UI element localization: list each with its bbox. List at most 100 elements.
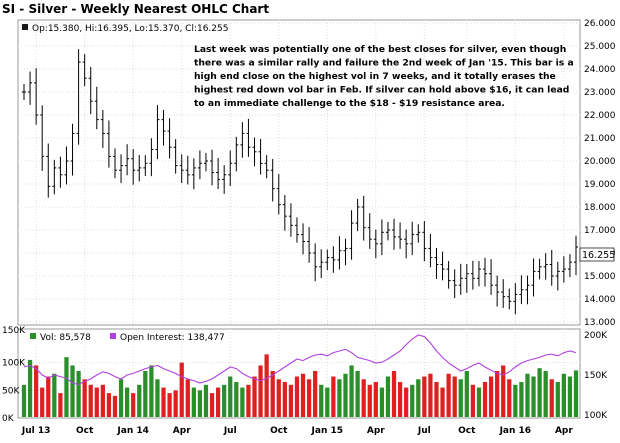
chart-title: SI - Silver - Weekly Nearest OHLC Chart (2, 2, 269, 16)
ohlc-bar (137, 155, 142, 182)
annotation-line: to an immediate challenge to the $18 - $… (194, 98, 505, 109)
ohlc-bar (288, 203, 293, 237)
volume-bar (452, 376, 457, 417)
volume-bar (482, 382, 488, 417)
volume-bar (397, 382, 403, 417)
ohlc-bar (476, 261, 481, 287)
volume-bar (349, 365, 354, 417)
volume-bar (282, 382, 287, 417)
volume-bar (179, 362, 184, 417)
volume-bar (464, 370, 469, 417)
x-tick-label: Oct (76, 426, 94, 436)
volume-bar (385, 376, 391, 417)
ohlc-bar (343, 238, 348, 266)
ohlc-bar (501, 279, 506, 308)
volume-bar (361, 379, 366, 417)
volume-tick-label: 150K (2, 326, 26, 336)
volume-bar (106, 393, 112, 417)
ohlc-bar (64, 146, 69, 185)
annotation-line: high end close on the highest vol in 7 w… (194, 71, 556, 82)
volume-bar (294, 376, 300, 417)
ohlc-bar (422, 221, 427, 262)
ohlc-bar (549, 250, 554, 286)
ohlc-bar (567, 254, 572, 278)
ohlc-legend: Op:15.380, Hi:16.395, Lo:15.370, Cl:16.2… (32, 24, 228, 34)
price-tick-label: 26.000 (584, 19, 616, 29)
volume-bar (185, 379, 190, 417)
volume-bar (76, 370, 81, 417)
ohlc-bar (525, 275, 530, 305)
ohlc-bar (537, 258, 542, 280)
ohlc-bar (94, 86, 99, 130)
volume-axis: 150K 100K 50K 0K 200K 150K 100K (2, 326, 608, 424)
volume-bar (100, 384, 105, 417)
ohlc-bar (325, 249, 330, 271)
volume-bar (531, 376, 536, 417)
volume-bar (525, 373, 530, 417)
ohlc-bar (282, 195, 287, 231)
price-tick-label: 20.000 (584, 157, 616, 167)
volume-bar (70, 365, 75, 417)
ohlc-bar (240, 122, 245, 158)
ohlc-bar (216, 158, 221, 190)
annotation-line: there was a similar rally and failure th… (194, 58, 574, 69)
x-tick-label: Apr (555, 426, 573, 436)
volume-bar (21, 384, 27, 417)
ohlc-bar (416, 224, 421, 243)
ohlc-bar (173, 139, 178, 174)
price-tick-label: 19.000 (584, 180, 616, 190)
ohlc-bar (234, 136, 239, 172)
volume-bar (476, 387, 482, 417)
ohlc-bar (131, 149, 136, 185)
volume-bar (543, 370, 548, 417)
price-tick-label: 17.000 (584, 226, 616, 236)
ohlc-bar (373, 229, 378, 259)
volume-bar (34, 365, 39, 417)
volume-bar (458, 379, 463, 417)
ohlc-bar (294, 217, 299, 243)
ohlc-bar (313, 243, 318, 282)
ohlc-bar (252, 137, 257, 167)
volume-bar (306, 379, 312, 417)
price-tick-label: 24.000 (584, 65, 616, 75)
ohlc-bar (179, 154, 184, 184)
volume-bar (519, 382, 524, 417)
ohlc-bar (331, 246, 336, 273)
ohlc-bar (197, 150, 202, 180)
volume-bar (270, 370, 275, 417)
volume-bar (313, 370, 318, 417)
vol-legend-swatch (30, 333, 36, 339)
volume-bar (325, 387, 330, 417)
ohlc-bar (155, 105, 160, 160)
ohlc-bar (46, 143, 51, 198)
volume-bar (149, 365, 154, 417)
ohlc-bar (210, 149, 215, 186)
open-interest-tick-label: 200K (584, 331, 608, 341)
volume-bar (94, 387, 99, 417)
ohlc-bar (355, 198, 360, 232)
x-axis: Jul 13 Oct Jan 14 Apr Jul Oct Jan 15 Apr Jul Oct J… (21, 426, 573, 436)
x-tick-label: Apr (173, 426, 191, 436)
ohlc-bar (495, 275, 500, 307)
volume-bar (373, 382, 378, 417)
ohlc-bar (82, 54, 87, 87)
ohlc-bar (52, 159, 57, 195)
volume-bar (240, 387, 245, 417)
last-price-label: 16.255 (582, 250, 615, 261)
volume-tick-label: 0K (2, 414, 15, 424)
volume-bar (58, 393, 63, 417)
annotation-line: Last week was potentially one of the bes… (194, 44, 566, 55)
ohlc-bar (106, 120, 111, 168)
ohlc-bar (264, 155, 269, 179)
ohlc-bar (507, 288, 512, 310)
ohlc-bar (149, 138, 154, 177)
ohlc-legend-swatch (22, 24, 28, 30)
ohlc-bar (561, 256, 566, 283)
x-tick-label: Oct (270, 426, 288, 436)
price-tick-label: 15.000 (584, 272, 616, 282)
price-tick-label: 25.000 (584, 42, 616, 52)
ohlc-bar (428, 233, 433, 268)
ohlc-bar (349, 210, 354, 260)
price-tick-label: 21.000 (584, 134, 616, 144)
